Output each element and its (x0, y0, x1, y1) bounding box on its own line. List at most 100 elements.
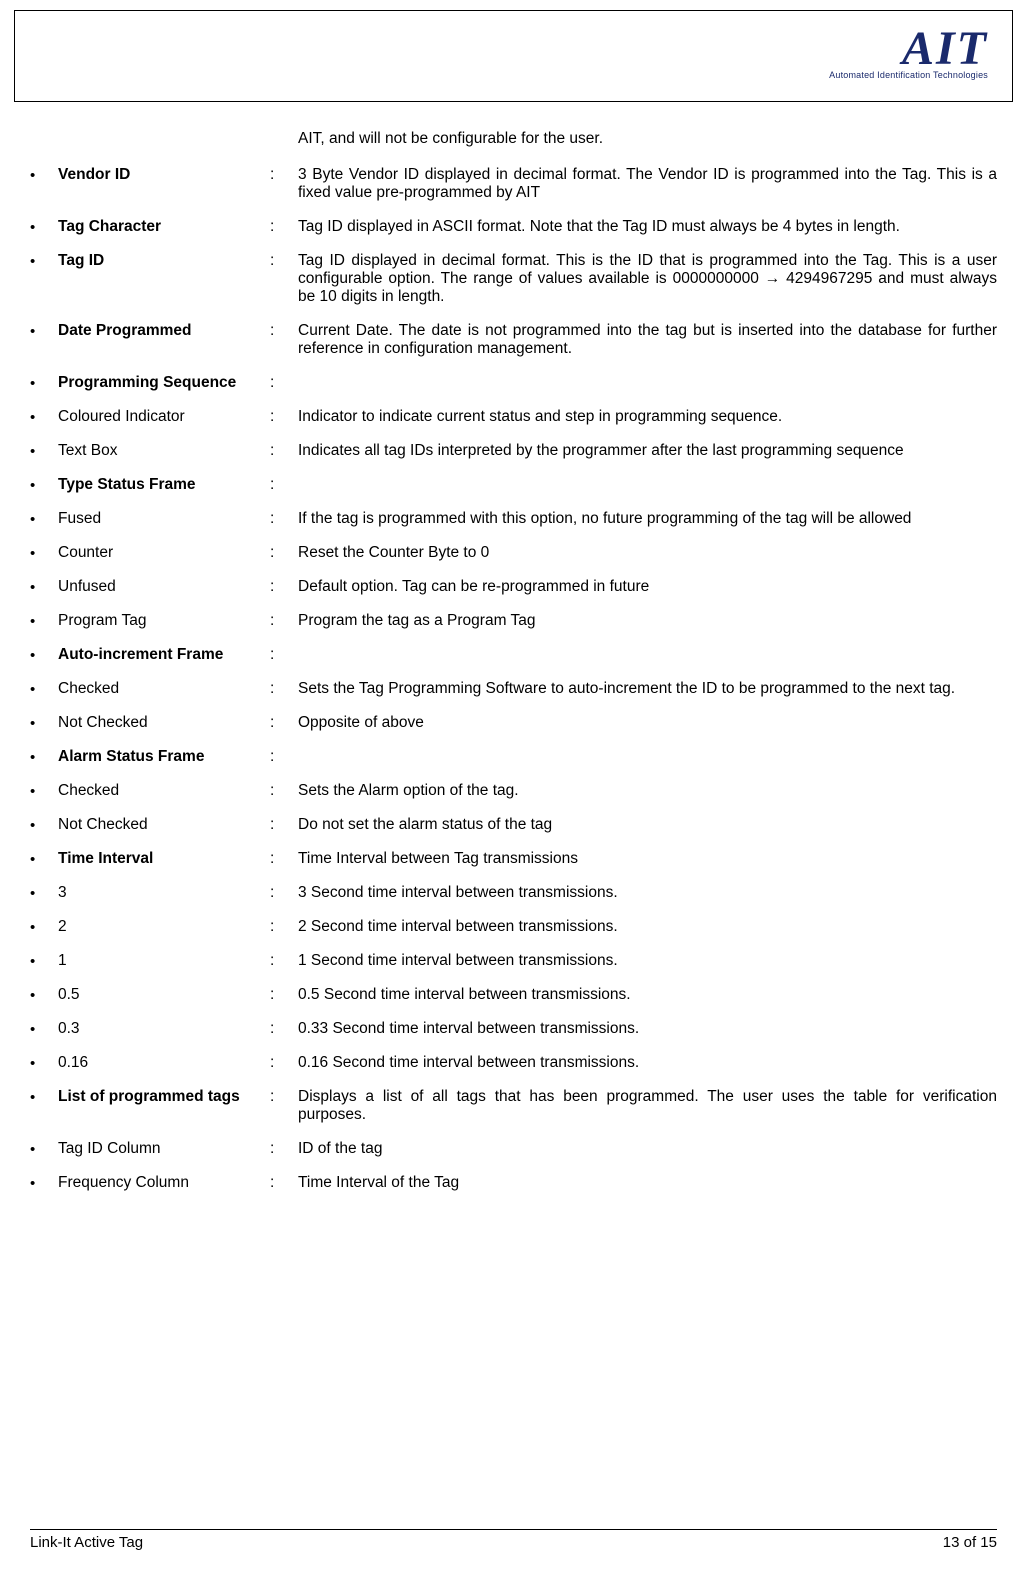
term-description: 0.16 Second time interval between transm… (298, 1054, 997, 1072)
term-label: Program Tag (58, 612, 270, 630)
colon-separator: : (270, 1140, 298, 1158)
bullet-icon: • (30, 166, 58, 184)
term-label: Counter (58, 544, 270, 562)
colon-separator: : (270, 1088, 298, 1106)
bullet-icon: • (30, 850, 58, 868)
term-label: Vendor ID (58, 166, 270, 184)
term-description: Time Interval between Tag transmissions (298, 850, 997, 868)
colon-separator: : (270, 850, 298, 868)
term-description: Do not set the alarm status of the tag (298, 816, 997, 834)
term-label: 0.3 (58, 1020, 270, 1038)
bullet-icon: • (30, 322, 58, 340)
definition-row: •Counter:Reset the Counter Byte to 0 (30, 544, 997, 562)
bullet-icon: • (30, 646, 58, 664)
definition-row: •Auto-increment Frame: (30, 646, 997, 664)
term-description: Displays a list of all tags that has bee… (298, 1088, 997, 1124)
bullet-icon: • (30, 986, 58, 1004)
colon-separator: : (270, 918, 298, 936)
term-label: 0.5 (58, 986, 270, 1004)
term-description: ID of the tag (298, 1140, 997, 1158)
logo-subtext: Automated Identification Technologies (829, 70, 988, 80)
definition-row: •Checked:Sets the Alarm option of the ta… (30, 782, 997, 800)
term-label: Programming Sequence (58, 374, 270, 392)
colon-separator: : (270, 986, 298, 1004)
term-description: 3 Byte Vendor ID displayed in decimal fo… (298, 166, 997, 202)
definition-row: •2:2 Second time interval between transm… (30, 918, 997, 936)
term-description: Program the tag as a Program Tag (298, 612, 997, 630)
bullet-icon: • (30, 1174, 58, 1192)
bullet-icon: • (30, 714, 58, 732)
logo-block: AIT Automated Identification Technologie… (829, 27, 988, 80)
term-label: 2 (58, 918, 270, 936)
definition-row: •Vendor ID:3 Byte Vendor ID displayed in… (30, 166, 997, 202)
definition-row: •Unfused:Default option. Tag can be re-p… (30, 578, 997, 596)
header-border-box: AIT Automated Identification Technologie… (14, 10, 1013, 102)
bullet-icon: • (30, 1020, 58, 1038)
definition-row: •Fused:If the tag is programmed with thi… (30, 510, 997, 528)
colon-separator: : (270, 252, 298, 270)
footer-right: 13 of 15 (943, 1534, 997, 1551)
term-label: Unfused (58, 578, 270, 596)
bullet-icon: • (30, 476, 58, 494)
definition-row: •0.3:0.33 Second time interval between t… (30, 1020, 997, 1038)
definition-row: •Date Programmed:Current Date. The date … (30, 322, 997, 358)
definition-row: •Tag ID:Tag ID displayed in decimal form… (30, 252, 997, 306)
bullet-icon: • (30, 816, 58, 834)
term-description: 2 Second time interval between transmiss… (298, 918, 997, 936)
term-description: Tag ID displayed in decimal format. This… (298, 252, 997, 306)
definition-row: •0.5:0.5 Second time interval between tr… (30, 986, 997, 1004)
term-label: Text Box (58, 442, 270, 460)
term-description: 0.5 Second time interval between transmi… (298, 986, 997, 1004)
bullet-icon: • (30, 748, 58, 766)
term-label: Checked (58, 680, 270, 698)
term-label: Frequency Column (58, 1174, 270, 1192)
colon-separator: : (270, 680, 298, 698)
term-description: Current Date. The date is not programmed… (298, 322, 997, 358)
term-description: 1 Second time interval between transmiss… (298, 952, 997, 970)
definition-row: •0.16:0.16 Second time interval between … (30, 1054, 997, 1072)
term-label: List of programmed tags (58, 1088, 270, 1106)
definition-list: •Vendor ID:3 Byte Vendor ID displayed in… (30, 166, 997, 1192)
term-label: Tag Character (58, 218, 270, 236)
term-description: Reset the Counter Byte to 0 (298, 544, 997, 562)
definition-row: •Not Checked:Do not set the alarm status… (30, 816, 997, 834)
bullet-icon: • (30, 252, 58, 270)
term-label: Type Status Frame (58, 476, 270, 494)
term-description: Opposite of above (298, 714, 997, 732)
definition-row: •Coloured Indicator:Indicator to indicat… (30, 408, 997, 426)
definition-row: •Text Box:Indicates all tag IDs interpre… (30, 442, 997, 460)
term-description: Indicates all tag IDs interpreted by the… (298, 442, 997, 460)
definition-row: •Alarm Status Frame: (30, 748, 997, 766)
content-area: AIT, and will not be configurable for th… (30, 130, 997, 1509)
term-label: Fused (58, 510, 270, 528)
term-description: Tag ID displayed in ASCII format. Note t… (298, 218, 997, 236)
colon-separator: : (270, 714, 298, 732)
bullet-icon: • (30, 442, 58, 460)
colon-separator: : (270, 510, 298, 528)
bullet-icon: • (30, 952, 58, 970)
term-label: Date Programmed (58, 322, 270, 340)
definition-row: •Program Tag:Program the tag as a Progra… (30, 612, 997, 630)
bullet-icon: • (30, 408, 58, 426)
intro-line: AIT, and will not be configurable for th… (298, 130, 997, 148)
term-description: Sets the Alarm option of the tag. (298, 782, 997, 800)
colon-separator: : (270, 782, 298, 800)
colon-separator: : (270, 1174, 298, 1192)
term-description: Time Interval of the Tag (298, 1174, 997, 1192)
bullet-icon: • (30, 680, 58, 698)
definition-row: •List of programmed tags:Displays a list… (30, 1088, 997, 1124)
footer-row: Link-It Active Tag 13 of 15 (30, 1534, 997, 1551)
term-label: Alarm Status Frame (58, 748, 270, 766)
bullet-icon: • (30, 510, 58, 528)
term-description: If the tag is programmed with this optio… (298, 510, 997, 528)
bullet-icon: • (30, 1140, 58, 1158)
colon-separator: : (270, 816, 298, 834)
term-description: 3 Second time interval between transmiss… (298, 884, 997, 902)
term-description: Sets the Tag Programming Software to aut… (298, 680, 997, 698)
colon-separator: : (270, 1054, 298, 1072)
colon-separator: : (270, 218, 298, 236)
term-description: Indicator to indicate current status and… (298, 408, 997, 426)
colon-separator: : (270, 442, 298, 460)
definition-row: •Programming Sequence: (30, 374, 997, 392)
colon-separator: : (270, 544, 298, 562)
